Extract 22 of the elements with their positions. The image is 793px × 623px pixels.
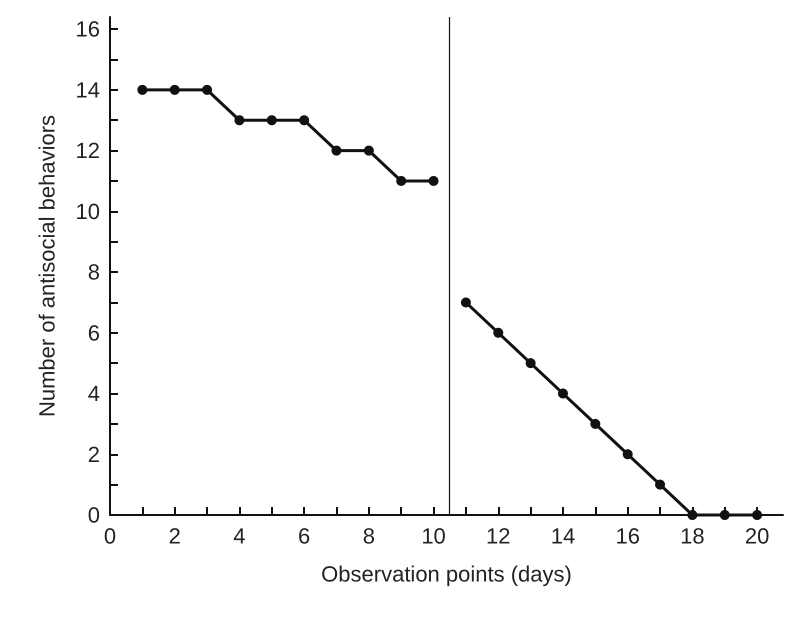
y-tick-label: 4 xyxy=(88,381,100,406)
x-tick-label: 16 xyxy=(615,524,640,548)
x-tick-label: 4 xyxy=(233,524,246,548)
y-tick-label: 6 xyxy=(88,320,100,346)
y-tick-label: 2 xyxy=(88,442,100,467)
x-tick-label: 6 xyxy=(298,524,310,548)
x-axis-title: Observation points (days) xyxy=(321,562,572,586)
y-axis-title: Number of antisocial behaviors xyxy=(34,114,60,418)
x-tick-label: 0 xyxy=(104,524,116,548)
y-tick-label: 8 xyxy=(88,260,100,285)
x-tick-label: 10 xyxy=(421,524,446,548)
x-tick-label: 20 xyxy=(744,524,770,548)
y-tick-label: 14 xyxy=(76,77,100,102)
x-tick-label: 8 xyxy=(362,524,375,548)
y-tick-label: 12 xyxy=(76,138,100,164)
y-tick-label: 16 xyxy=(76,16,100,42)
y-tick-label: 0 xyxy=(88,502,100,528)
y-tick-label: 10 xyxy=(76,198,100,224)
x-tick-label: 14 xyxy=(550,524,576,548)
x-tick-label: 2 xyxy=(168,524,181,548)
x-tick-label: 12 xyxy=(486,524,511,548)
x-tick-label: 18 xyxy=(680,524,705,548)
